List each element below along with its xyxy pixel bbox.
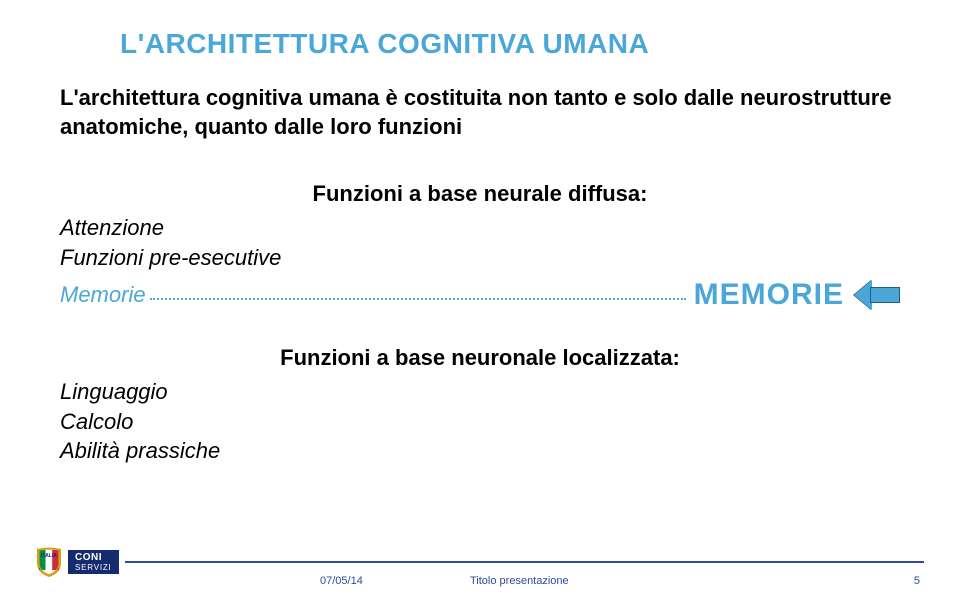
italia-shield-icon: ITALIA (36, 547, 62, 577)
intro-paragraph: L'architettura cognitiva umana è costitu… (0, 60, 960, 141)
arrow-left-icon (854, 280, 900, 310)
leader-dots (150, 284, 686, 306)
slide-title: L'ARCHITETTURA COGNITIVA UMANA (0, 0, 960, 60)
footer: ITALIA CONI SERVIZI 07/05/14 Titolo pres… (0, 561, 960, 607)
back-arrow-button[interactable] (854, 280, 900, 310)
footer-logo: ITALIA CONI SERVIZI (36, 547, 125, 577)
section-localizzata: Funzioni a base neuronale localizzata: L… (0, 345, 960, 466)
section2-item: Calcolo (0, 407, 960, 437)
svg-text:ITALIA: ITALIA (41, 553, 57, 559)
footer-divider (36, 561, 924, 563)
logo-bottom: SERVIZI (75, 564, 112, 572)
section1-item: Funzioni pre-esecutive (0, 243, 960, 273)
memorie-label: Memorie (60, 280, 146, 310)
section2-heading: Funzioni a base neuronale localizzata: (0, 345, 960, 371)
section-diffusa: Funzioni a base neurale diffusa: Attenzi… (0, 181, 960, 315)
memorie-row: Memorie MEMORIE (0, 275, 960, 316)
coni-servizi-logo-text: CONI SERVIZI (68, 550, 119, 574)
footer-page-number: 5 (914, 575, 920, 587)
logo-top: CONI (75, 552, 102, 563)
section2-item: Abilità prassiche (0, 436, 960, 466)
section1-heading: Funzioni a base neurale diffusa: (0, 181, 960, 207)
section1-item: Attenzione (0, 213, 960, 243)
memorie-link-text[interactable]: MEMORIE (694, 275, 844, 316)
footer-presentation-title: Titolo presentazione (470, 575, 569, 587)
footer-date: 07/05/14 (320, 575, 363, 587)
slide: L'ARCHITETTURA COGNITIVA UMANA L'archite… (0, 0, 960, 607)
section2-item: Linguaggio (0, 377, 960, 407)
